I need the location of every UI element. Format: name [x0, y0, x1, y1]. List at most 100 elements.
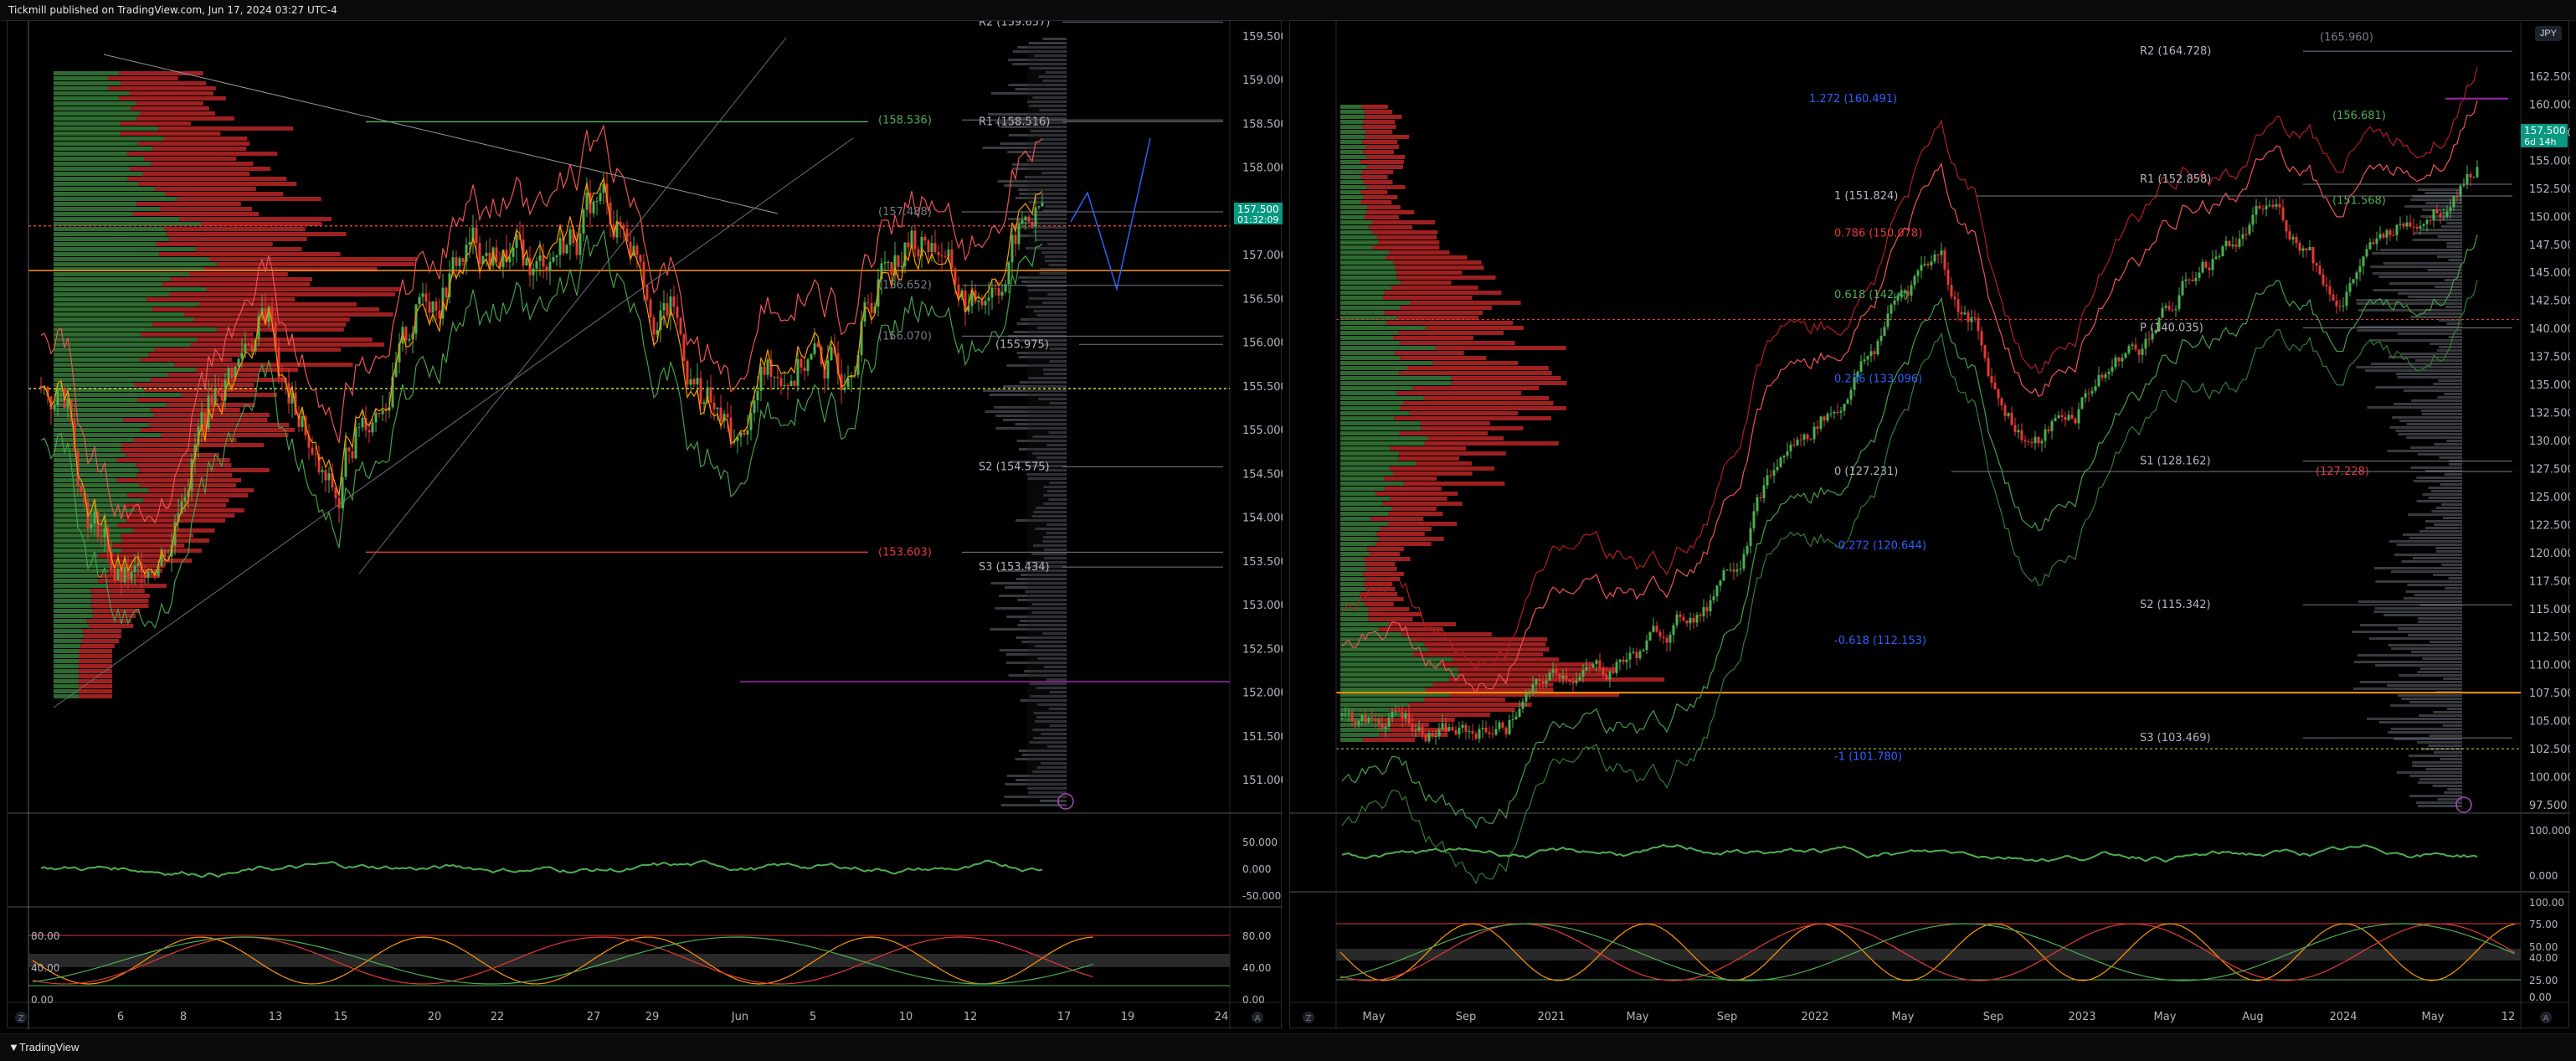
candle-body: [1471, 731, 1474, 734]
right-volume-profile-bar: [2442, 724, 2462, 727]
candle-body: [197, 426, 200, 445]
candle-body: [2201, 261, 2204, 273]
right-chart-panel[interactable]: 1.618 (168.972)(165.960)R2 (164.728)1.27…: [1289, 20, 2570, 1029]
candle-body: [676, 306, 679, 318]
right-volume-profile-bar: [2435, 547, 2462, 549]
candle-body: [1692, 617, 1695, 623]
volume-profile-bar: [209, 257, 418, 261]
candle-body: [291, 393, 294, 404]
candle-body: [609, 202, 612, 225]
auto-scale-button[interactable]: [2540, 1012, 2552, 1023]
symbol-button[interactable]: JPY: [2534, 26, 2562, 41]
lower-band-line: [40, 229, 1043, 629]
right-volume-profile-bar: [2409, 795, 2462, 797]
candle-body: [2455, 196, 2459, 198]
volume-profile-bar: [79, 689, 112, 693]
candle-body: [2144, 338, 2147, 349]
right-volume-profile-bar: [2434, 523, 2462, 526]
candle-body: [347, 447, 351, 451]
volume-profile-bar: [1340, 200, 1361, 204]
right-volume-profile-bar: [2356, 302, 2462, 305]
pivot-label: R1 (158.516): [979, 116, 1050, 128]
time-axis-label: 10: [899, 1011, 913, 1023]
auto-scale-label: A: [2543, 1014, 2549, 1023]
zoom-out-button[interactable]: [1303, 1012, 1314, 1023]
candle-body: [662, 303, 666, 311]
right-volume-profile-bar: [1045, 205, 1067, 208]
volume-profile-bar: [1340, 311, 1385, 315]
left-chart-panel[interactable]: R2 (159.657) R1 (158.516) (158.536) (157.48…: [7, 20, 1283, 1029]
right-volume-profile-bar: [2389, 426, 2462, 429]
candle-body: [384, 409, 388, 411]
candle-body: [1689, 617, 1692, 624]
right-volume-profile-bar: [1048, 264, 1067, 266]
pivot-label: (156.681): [2332, 110, 2386, 122]
candle-body: [1444, 723, 1447, 731]
right-volume-profile-bar: [1042, 368, 1067, 371]
tradingview-logo[interactable]: ▼TradingView: [8, 1041, 80, 1053]
right-volume-profile-bar: [2401, 698, 2462, 700]
candle-body: [642, 261, 645, 286]
price-axis-label: 151.500: [1242, 731, 1283, 744]
right-chart-canvas[interactable]: 1.618 (168.972)(165.960)R2 (164.728)1.27…: [1290, 21, 2570, 1029]
candle-body: [368, 430, 371, 433]
volume-profile-bar: [1340, 175, 1361, 179]
volume-profile-bar: [79, 674, 112, 678]
candle-body: [692, 379, 696, 385]
candle-body: [893, 255, 897, 276]
right-volume-profile-bar: [2447, 708, 2462, 710]
right-volume-profile-bar: [1017, 46, 1067, 49]
volume-profile-bar: [1363, 150, 1395, 154]
volume-profile-bar: [54, 669, 79, 673]
volume-profile-bar: [123, 418, 268, 422]
volume-profile-bar: [1340, 265, 1396, 270]
candle-body: [1746, 546, 1749, 554]
candle-body: [2174, 309, 2178, 311]
right-volume-profile-bar: [1030, 695, 1067, 698]
right-volume-profile-bar: [2435, 286, 2462, 288]
right-volume-profile-bar: [2417, 741, 2462, 744]
zoom-out-button[interactable]: [15, 1012, 27, 1023]
candle-body: [1782, 456, 1786, 458]
right-volume-profile-bar: [1025, 561, 1067, 564]
volume-profile-bar: [1340, 276, 1397, 280]
candle-body: [2248, 224, 2251, 234]
candle-body: [897, 255, 900, 267]
volume-profile-bar: [1441, 662, 1593, 667]
volume-profile-bar: [1384, 291, 1502, 295]
volume-profile-bar: [54, 106, 131, 111]
candle-body: [421, 293, 424, 297]
right-volume-profile-bar: [1029, 741, 1067, 744]
volume-profile-bar: [54, 136, 164, 141]
right-volume-profile-bar: [1028, 377, 1067, 379]
volume-profile-bar: [1367, 607, 1410, 611]
stoch-line: [32, 936, 1093, 985]
volume-profile-bar: [1425, 688, 1554, 692]
candle-body: [980, 301, 984, 306]
right-volume-profile-bar: [982, 147, 1067, 149]
right-volume-profile-bar: [1027, 787, 1067, 790]
candle-body: [863, 301, 866, 322]
volume-profile-bar: [151, 162, 254, 166]
candle-body: [890, 261, 893, 276]
right-volume-profile-bar: [1039, 272, 1067, 275]
price-axis-label: 112.500: [2529, 631, 2570, 644]
left-chart-canvas[interactable]: R2 (159.657)R1 (158.516)(158.536)(157.48…: [8, 21, 1283, 1029]
right-volume-profile-bar: [1039, 800, 1067, 802]
volume-profile-bar: [1340, 657, 1453, 662]
candle-body: [2281, 207, 2285, 221]
right-volume-profile-bar: [2378, 276, 2462, 278]
candle-body: [1926, 263, 1930, 265]
volume-profile-bar: [1375, 532, 1425, 536]
auto-scale-button[interactable]: [1252, 1012, 1263, 1023]
right-volume-profile-bar: [2446, 245, 2462, 248]
volume-profile-bar: [1363, 120, 1396, 124]
rsi-line: [40, 859, 1043, 878]
volume-profile-bar: [1340, 145, 1366, 149]
volume-profile-bar: [1340, 527, 1381, 531]
right-volume-profile-bar: [1035, 645, 1067, 647]
right-volume-profile-bar: [2437, 235, 2462, 238]
candle-body: [337, 497, 341, 508]
candle-body: [2228, 240, 2231, 246]
candle-body: [1903, 291, 1906, 294]
